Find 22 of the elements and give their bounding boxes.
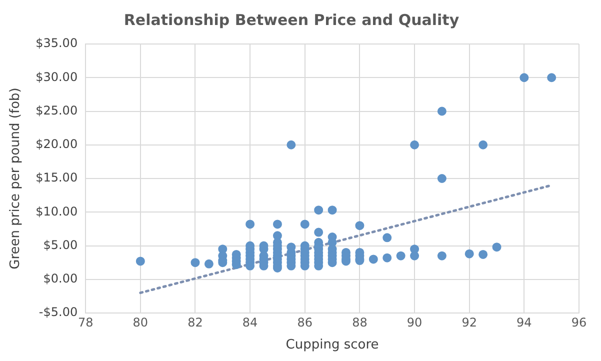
chart-title: Relationship Between Price and Quality xyxy=(124,10,460,29)
y-tick-label: $20.00 xyxy=(36,137,78,151)
y-tick-label: -$5.00 xyxy=(38,305,78,320)
y-tick-label: $30.00 xyxy=(36,70,78,84)
y-tick-label: $15.00 xyxy=(36,170,78,185)
x-tick-label: 96 xyxy=(571,315,587,330)
x-tick-label: 88 xyxy=(352,315,368,330)
x-tick-label: 86 xyxy=(297,315,313,330)
y-axis-title: Green price per pound (fob) xyxy=(8,88,24,270)
y-tick-label: $35.00 xyxy=(36,36,78,50)
y-tick-label: $25.00 xyxy=(36,103,78,118)
x-tick-label: 80 xyxy=(132,315,148,330)
x-tick-label: 92 xyxy=(462,315,477,330)
y-tick-label: $0.00 xyxy=(43,272,78,286)
y-tick-label: $5.00 xyxy=(43,238,78,252)
x-axis-title: Cupping score xyxy=(286,338,379,353)
x-tick-label: 78 xyxy=(78,315,94,330)
x-tick-label: 90 xyxy=(406,315,422,330)
x-tick-label: 82 xyxy=(188,315,203,330)
x-tick-label: 94 xyxy=(516,315,532,330)
x-tick-label: 84 xyxy=(242,315,258,330)
y-tick-label: $10.00 xyxy=(36,204,78,218)
